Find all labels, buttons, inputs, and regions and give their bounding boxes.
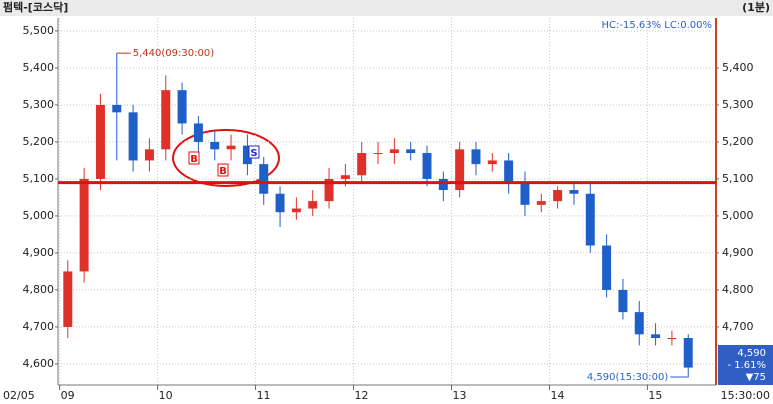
stats: HC:-15.63% LC:0.00% — [602, 20, 712, 31]
candle-body — [193, 123, 203, 142]
candle-body — [520, 182, 530, 205]
candle-body — [63, 271, 73, 327]
candle-body — [275, 193, 285, 213]
x-tick-label: 12 — [355, 389, 369, 402]
y2-tick-label: 5,000 — [722, 209, 754, 222]
candle-body — [259, 164, 269, 194]
chart-title: 펌텍-[코스닥] — [3, 0, 68, 14]
price-box-change: ▼75 — [746, 372, 766, 383]
candle-body — [357, 153, 367, 176]
annotation-leader — [670, 367, 689, 378]
candle-body — [324, 178, 334, 202]
candle-body — [177, 90, 187, 124]
y-tick-label: 5,000 — [23, 209, 55, 222]
candle-body — [487, 160, 497, 165]
signal-marker — [217, 163, 229, 177]
candle-body — [602, 245, 612, 290]
high-annotation: 5,440(09:30:00) — [133, 48, 214, 59]
interval: (1분) — [742, 1, 770, 14]
y2-tick-label: 4,800 — [722, 283, 754, 296]
y-tick-label: 5,200 — [23, 135, 55, 148]
y-tick-label: 5,100 — [23, 172, 55, 185]
x-tick-label: 13 — [452, 389, 466, 402]
y-tick-label: 5,500 — [23, 24, 55, 37]
y2-tick-label: 4,700 — [722, 320, 754, 333]
signal-label: S — [250, 148, 257, 159]
candle-body — [144, 149, 154, 161]
x-tick-label: 15 — [648, 389, 662, 402]
candle-body — [585, 193, 595, 246]
x-tick-label: 10 — [159, 389, 173, 402]
candle-body — [112, 104, 122, 113]
y-tick-label: 4,700 — [23, 320, 55, 333]
candle-body — [438, 178, 448, 191]
candle-body — [226, 145, 236, 150]
candle-body — [79, 178, 89, 272]
y-tick-label: 4,600 — [23, 357, 55, 370]
x-tick-label: 11 — [257, 389, 271, 402]
y2-tick-label: 5,200 — [722, 135, 754, 148]
candle-body — [536, 201, 546, 205]
low-annotation: 4,590(15:30:00) — [587, 372, 668, 383]
candle-body — [634, 312, 644, 335]
candle-body — [128, 112, 138, 161]
highlight-ellipse — [172, 129, 280, 187]
y2-tick-label: 5,100 — [722, 172, 754, 185]
candle-body — [406, 149, 416, 154]
price-box — [718, 345, 773, 385]
signal-marker — [188, 151, 200, 165]
candle-body — [95, 104, 105, 179]
price-box-change-pct: - 1.61% — [727, 360, 766, 371]
signal-label: B — [190, 154, 198, 165]
candle-body — [455, 149, 465, 191]
candle-body — [683, 338, 693, 368]
candle-body — [291, 208, 301, 213]
candle-body — [308, 201, 318, 209]
candle-body — [389, 149, 399, 154]
y-tick-label: 5,400 — [23, 61, 55, 74]
candle-body — [422, 153, 432, 179]
candle-body — [651, 334, 661, 339]
candle-body — [667, 338, 677, 340]
header-bar — [0, 0, 773, 16]
x-tick-label: 14 — [550, 389, 564, 402]
price-box-price: 4,590 — [737, 348, 766, 359]
candle-body — [161, 90, 171, 150]
candle-body — [569, 190, 579, 194]
candle-body — [504, 160, 514, 183]
y2-tick-label: 5,400 — [722, 61, 754, 74]
candle-body — [373, 153, 383, 155]
y-tick-label: 4,900 — [23, 246, 55, 259]
candle-body — [471, 149, 481, 165]
candle-body — [553, 190, 563, 202]
y2-tick-label: 5,300 — [722, 98, 754, 111]
signal-label: B — [219, 166, 227, 177]
candle-body — [242, 145, 252, 165]
x-tick-label: 09 — [61, 389, 75, 402]
y-tick-label: 5,300 — [23, 98, 55, 111]
candle-body — [340, 175, 350, 179]
y-tick-label: 4,800 — [23, 283, 55, 296]
candle-body — [618, 289, 628, 313]
signal-marker — [248, 145, 260, 159]
x-end-label: 15:30:00 — [721, 389, 770, 402]
candle-body — [210, 141, 220, 150]
x-start-label: 02/05 — [3, 389, 35, 402]
y2-tick-label: 4,900 — [722, 246, 754, 259]
